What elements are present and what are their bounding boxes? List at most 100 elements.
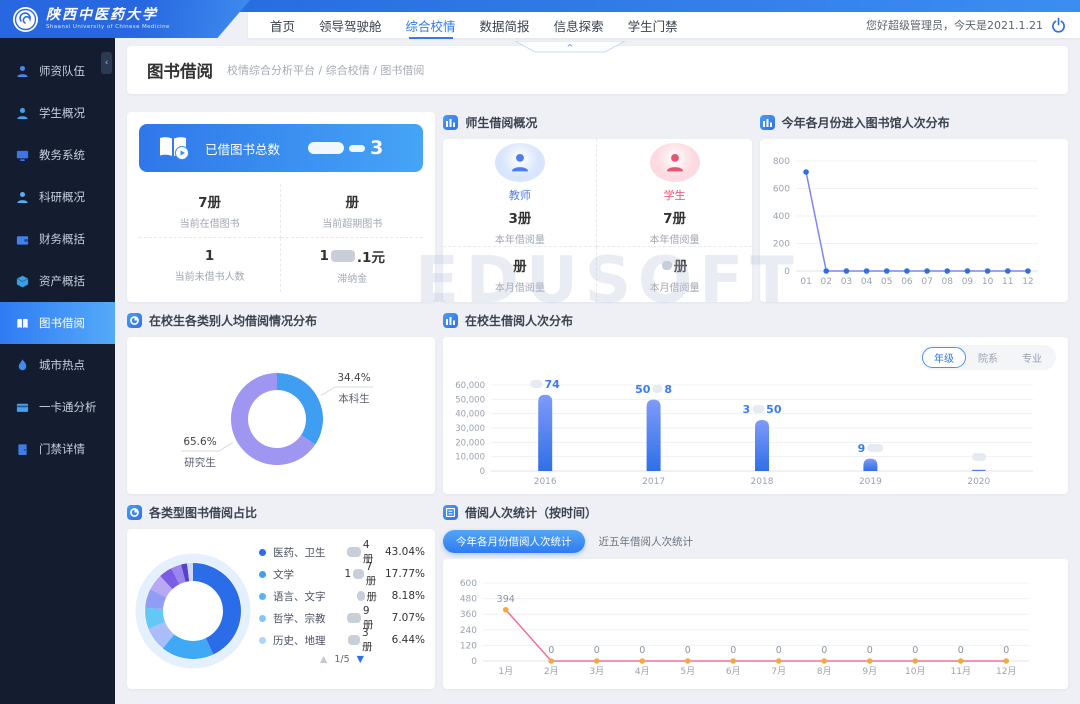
watermark-blob xyxy=(308,142,345,154)
year-borrow-label: 本年借阅量 xyxy=(649,235,700,246)
svg-text:394: 394 xyxy=(497,594,515,605)
value-fragment: 册 xyxy=(366,590,378,603)
time-button-1[interactable]: 今年各月份借阅人次统计 xyxy=(443,529,585,553)
book-icon xyxy=(15,316,30,331)
borrow-by-year-card: 年级 院系 专业 0 10,000 20,000 30,000 40,000 50,000 60… xyxy=(443,337,1068,494)
pager-up-icon[interactable]: ▲ xyxy=(320,654,328,665)
type-slice-2 xyxy=(162,634,214,659)
borrowed-total-banner: 已借图书总数 3 xyxy=(139,124,424,172)
svg-text:2019: 2019 xyxy=(859,477,882,487)
value-fragment: 1 xyxy=(204,247,215,264)
legend-dot xyxy=(259,592,266,600)
nav-item-6[interactable]: 学生门禁 xyxy=(627,18,678,34)
student-icon xyxy=(649,143,700,182)
nav-item-5[interactable]: 信息探索 xyxy=(553,18,604,34)
stat-label: 当前超期图书 xyxy=(322,219,383,230)
bar-value-label: 74 xyxy=(530,378,560,391)
bar-2017 xyxy=(646,399,661,471)
borrow-stat: 1 当前未借书人数 xyxy=(139,238,282,292)
stat-value: 1 .1元 xyxy=(320,246,385,266)
teacher-student-section-header: 师生借阅概况 xyxy=(443,112,751,132)
type-slice-3 xyxy=(148,622,175,649)
legend-label: 历史、地理 xyxy=(273,634,326,647)
section-title: 借阅人次统计（按时间） xyxy=(465,505,598,520)
legend-label: 语言、文字 xyxy=(273,590,326,603)
user-icon xyxy=(15,190,30,205)
svg-text:3月: 3月 xyxy=(589,666,604,677)
nav-item-2[interactable]: 领导驾驶舱 xyxy=(319,18,382,34)
section-icon xyxy=(443,114,459,130)
nav-item-1[interactable]: 首页 xyxy=(270,18,296,34)
user-icon xyxy=(15,64,30,79)
tab-年级[interactable]: 年级 xyxy=(922,347,966,368)
sidebar-item-2[interactable]: 学生概况 xyxy=(0,92,115,134)
section-icon xyxy=(127,312,142,328)
sidebar-item-3[interactable]: 教务系统 xyxy=(0,134,115,176)
time-button-2[interactable]: 近五年借阅人次统计 xyxy=(598,535,694,548)
teacher-top-cell: 教师 3册 本年借阅量 xyxy=(443,139,598,247)
nav-item-3[interactable]: 综合校情 xyxy=(406,16,456,39)
stat-label: 滞纳金 xyxy=(337,273,368,285)
svg-text:01: 01 xyxy=(800,277,811,287)
sidebar-item-9[interactable]: 一卡通分析 xyxy=(0,386,115,428)
svg-text:4月: 4月 xyxy=(635,666,650,677)
svg-text:20,000: 20,000 xyxy=(455,438,485,448)
header-collapse-notch[interactable]: ^ xyxy=(514,38,626,53)
university-name: 陕西中医药大学 xyxy=(46,6,158,23)
value-fragment: 册 xyxy=(513,259,527,275)
borrow-by-year-section-header: 在校生借阅人次分布 xyxy=(443,310,1068,330)
section-title: 各类型图书借阅占比 xyxy=(149,505,258,520)
section-title: 在校生各类别人均借阅情况分布 xyxy=(149,313,318,328)
legend-percent: 7.07% xyxy=(391,612,425,624)
legend-row: 历史、地理 3册 6.44% xyxy=(259,627,425,653)
sidebar-item-5[interactable]: 财务概括 xyxy=(0,218,115,260)
svg-text:0: 0 xyxy=(821,645,827,656)
sidebar-item-10[interactable]: 门禁详情 xyxy=(0,428,115,470)
student-month-cell: 册本月借阅量 xyxy=(597,247,751,302)
masked-value-blob xyxy=(661,260,672,270)
sidebar-item-1[interactable]: 师资队伍 xyxy=(0,50,115,92)
svg-text:0: 0 xyxy=(471,657,477,667)
value-fragment: .1元 xyxy=(356,249,385,266)
sidebar-item-8[interactable]: 城市热点 xyxy=(0,344,115,386)
legend-row: 医药、卫生 4册 43.04% xyxy=(259,538,425,565)
bar-2019 xyxy=(863,458,878,471)
wallet-icon xyxy=(15,232,30,247)
sidebar-collapse-icon[interactable]: ‹ xyxy=(101,52,112,74)
masked-value-blob xyxy=(330,249,355,262)
svg-text:8月: 8月 xyxy=(817,666,832,677)
main-content: EDUSOFT 图书借阅 校情综合分析平台 / 综合校情 / 图书借阅 已借图书… xyxy=(115,38,1080,704)
type-slice-7 xyxy=(160,568,180,590)
svg-text:0: 0 xyxy=(958,645,964,656)
power-icon[interactable] xyxy=(1051,17,1066,33)
nav-item-4[interactable]: 数据简报 xyxy=(479,18,530,34)
nav-items: 首页 领导驾驶舱 综合校情 数据简报 信息探索 学生门禁 xyxy=(270,16,678,39)
breadcrumb[interactable]: 校情综合分析平台 / 综合校情 / 图书借阅 xyxy=(227,64,425,77)
value-fragment: 4册 xyxy=(362,538,374,565)
watermark-blob xyxy=(349,144,366,152)
svg-text:11: 11 xyxy=(1002,277,1013,287)
pager-down-icon[interactable]: ▼ xyxy=(356,654,364,665)
bar-2016 xyxy=(538,394,553,471)
svg-text:研究生: 研究生 xyxy=(184,456,216,469)
value-fragment: 50 xyxy=(766,402,782,416)
per-capita-donut-card: 34.4% 本科生 65.6% 研究生 xyxy=(127,337,435,494)
year-dept-major-tabs: 年级 院系 专业 xyxy=(920,345,1056,370)
sidebar-item-6[interactable]: 资产概括 xyxy=(0,260,115,302)
tab-院系[interactable]: 院系 xyxy=(978,354,998,365)
legend-label: 文学 xyxy=(273,568,294,581)
sidebar-item-4[interactable]: 科研概况 xyxy=(0,176,115,218)
svg-text:800: 800 xyxy=(772,157,789,167)
masked-value-blob xyxy=(356,591,365,601)
tab-专业[interactable]: 专业 xyxy=(1022,354,1042,365)
logo-text: 陕西中医药大学 Shaanxi University of Chinese Me… xyxy=(46,6,170,30)
greeting-area: 您好超级管理员，今天是2021.1.21 xyxy=(866,17,1080,33)
sidebar-item-7[interactable]: 图书借阅 xyxy=(0,302,115,344)
value-fragment: 7册 xyxy=(198,195,222,211)
svg-text:0: 0 xyxy=(548,645,554,656)
monthly-entries-card: 0 200 400 600 800 01 02 03 04 05 06 07 08 09 10 11 12 xyxy=(759,139,1068,302)
svg-text:30,000: 30,000 xyxy=(455,424,485,434)
masked-value-blob xyxy=(867,444,884,453)
sidebar-item-label: 教务系统 xyxy=(39,148,85,162)
svg-text:08: 08 xyxy=(941,277,953,287)
